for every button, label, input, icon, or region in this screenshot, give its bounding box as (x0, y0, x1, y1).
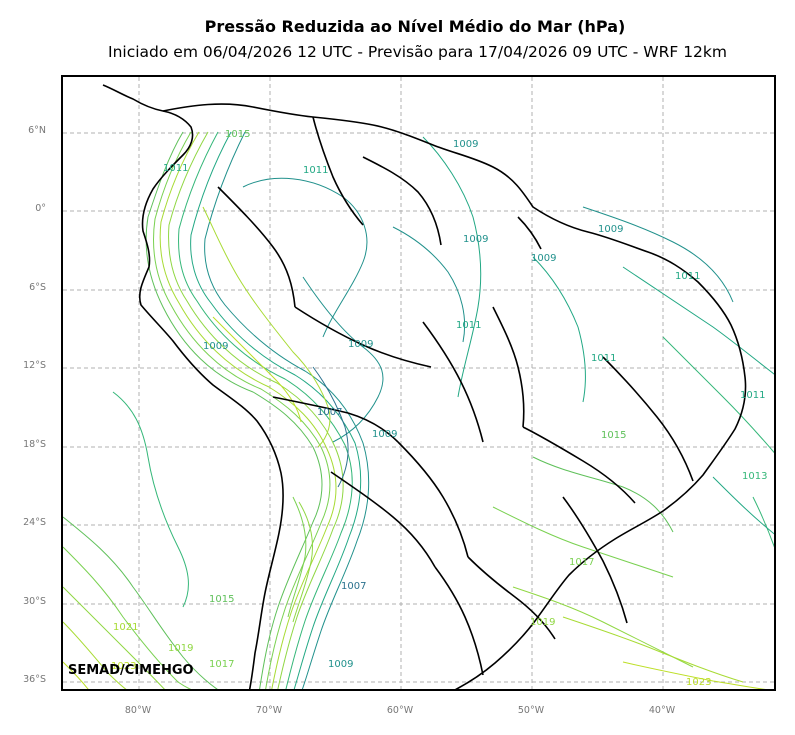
credit-label: SEMAD/CIMEHGO (68, 663, 194, 678)
contour-label: 1007 (317, 407, 342, 418)
lat-label-6n: 6°N (28, 125, 46, 136)
lat-label-18s: 18°S (23, 439, 46, 450)
lon-label-40w: 40°W (648, 705, 676, 716)
map-title: Pressão Reduzida ao Nível Médio do Mar (… (204, 17, 626, 36)
contour-label: 1011 (456, 320, 481, 331)
lat-label-36s: 36°S (23, 674, 46, 685)
lat-label-0: 0° (35, 203, 46, 214)
contour-label: 1009 (348, 339, 373, 350)
contour-label: 1011 (591, 353, 616, 364)
lat-label-24s: 24°S (23, 517, 46, 528)
contour-label: 1009 (372, 429, 397, 440)
lat-label-6s: 6°S (29, 282, 46, 293)
contour-label: 1017 (569, 557, 594, 568)
contour-label: 1023 (686, 677, 711, 688)
map-frame: 1015 1011 1011 1009 1009 1009 1009 1011 … (61, 75, 776, 691)
lon-label-70w: 70°W (255, 705, 283, 716)
contour-label: 1011 (740, 390, 765, 401)
contour-label: 1021 (113, 622, 138, 633)
contour-label: 1015 (225, 129, 250, 140)
lon-label-60w: 60°W (386, 705, 414, 716)
contour-label: 1009 (203, 341, 228, 352)
lat-label-30s: 30°S (23, 596, 46, 607)
isobars (63, 131, 774, 689)
contour-label: 1007 (341, 581, 366, 592)
contour-label: 1011 (163, 163, 188, 174)
lat-label-12s: 12°S (23, 360, 46, 371)
contour-label: 1019 (530, 617, 555, 628)
contour-labels: 1015 1011 1011 1009 1009 1009 1009 1011 … (111, 129, 767, 688)
contour-label: 1009 (328, 659, 353, 670)
contour-label: 1011 (303, 165, 328, 176)
contour-label: 1009 (463, 234, 488, 245)
pressure-map: 1015 1011 1011 1009 1009 1009 1009 1011 … (63, 77, 774, 689)
coastline-borders (102, 84, 747, 689)
contour-label: 1011 (675, 271, 700, 282)
contour-label: 1009 (531, 253, 556, 264)
contour-label: 1023 (111, 661, 136, 672)
lon-label-80w: 80°W (124, 705, 152, 716)
contour-label: 1015 (209, 594, 234, 605)
contour-label: 1015 (601, 430, 626, 441)
map-subtitle: Iniciado em 06/04/2026 12 UTC - Previsão… (108, 43, 727, 61)
contour-label: 1013 (742, 471, 767, 482)
contour-label: 1019 (168, 643, 193, 654)
contour-label: 1017 (209, 659, 234, 670)
gridlines (63, 77, 774, 689)
contour-label: 1009 (453, 139, 478, 150)
contour-label: 1009 (598, 224, 623, 235)
lon-label-50w: 50°W (517, 705, 545, 716)
